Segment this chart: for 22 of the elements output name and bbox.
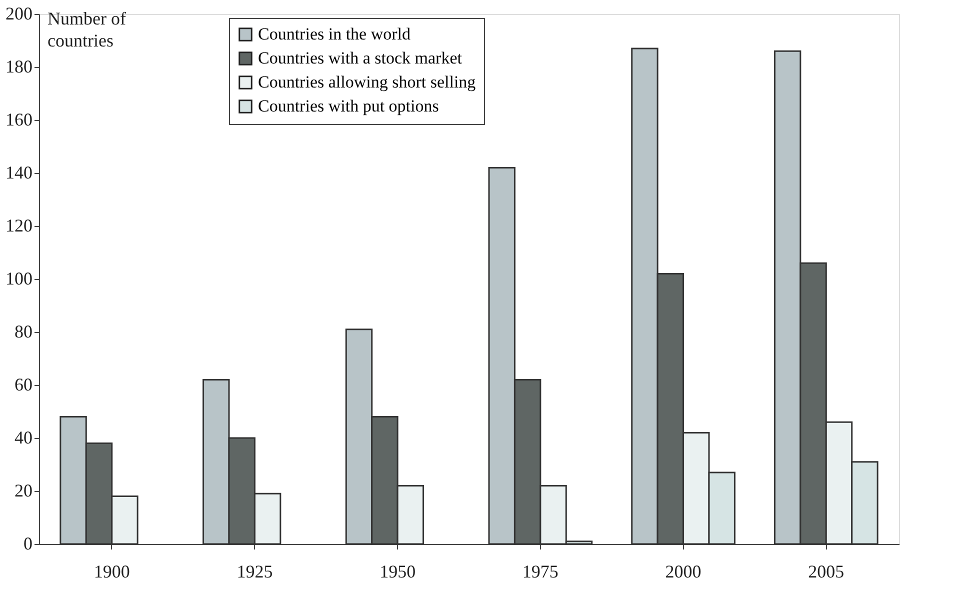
y-tick-label: 200 (6, 4, 32, 24)
x-tick-label: 1900 (94, 562, 130, 582)
y-tick-label: 140 (6, 162, 32, 182)
y-tick-label: 0 (24, 534, 32, 554)
y-tick-label: 40 (14, 428, 32, 448)
y-tick-label: 100 (6, 268, 32, 288)
legend-label: Countries in the world (258, 24, 412, 44)
y-tick-label: 160 (6, 110, 32, 130)
x-tick-label: 2005 (808, 562, 844, 582)
y-tick-label: 60 (14, 374, 32, 394)
x-tick-label: 1950 (380, 562, 416, 582)
legend-label: Countries with put options (258, 96, 439, 116)
legend-label: Countries allowing short selling (258, 72, 476, 92)
y-tick-label: 120 (6, 216, 32, 236)
y-tick-label: 20 (14, 480, 32, 500)
x-tick-label: 2000 (665, 562, 702, 582)
y-axis-title: Number of countries (48, 8, 126, 50)
y-tick-label: 80 (14, 322, 32, 342)
legend-label: Countries with a stock market (258, 48, 462, 68)
y-tick-label: 180 (6, 56, 32, 76)
x-tick-label: 1975 (522, 562, 558, 582)
x-tick-label: 1925 (236, 562, 273, 582)
